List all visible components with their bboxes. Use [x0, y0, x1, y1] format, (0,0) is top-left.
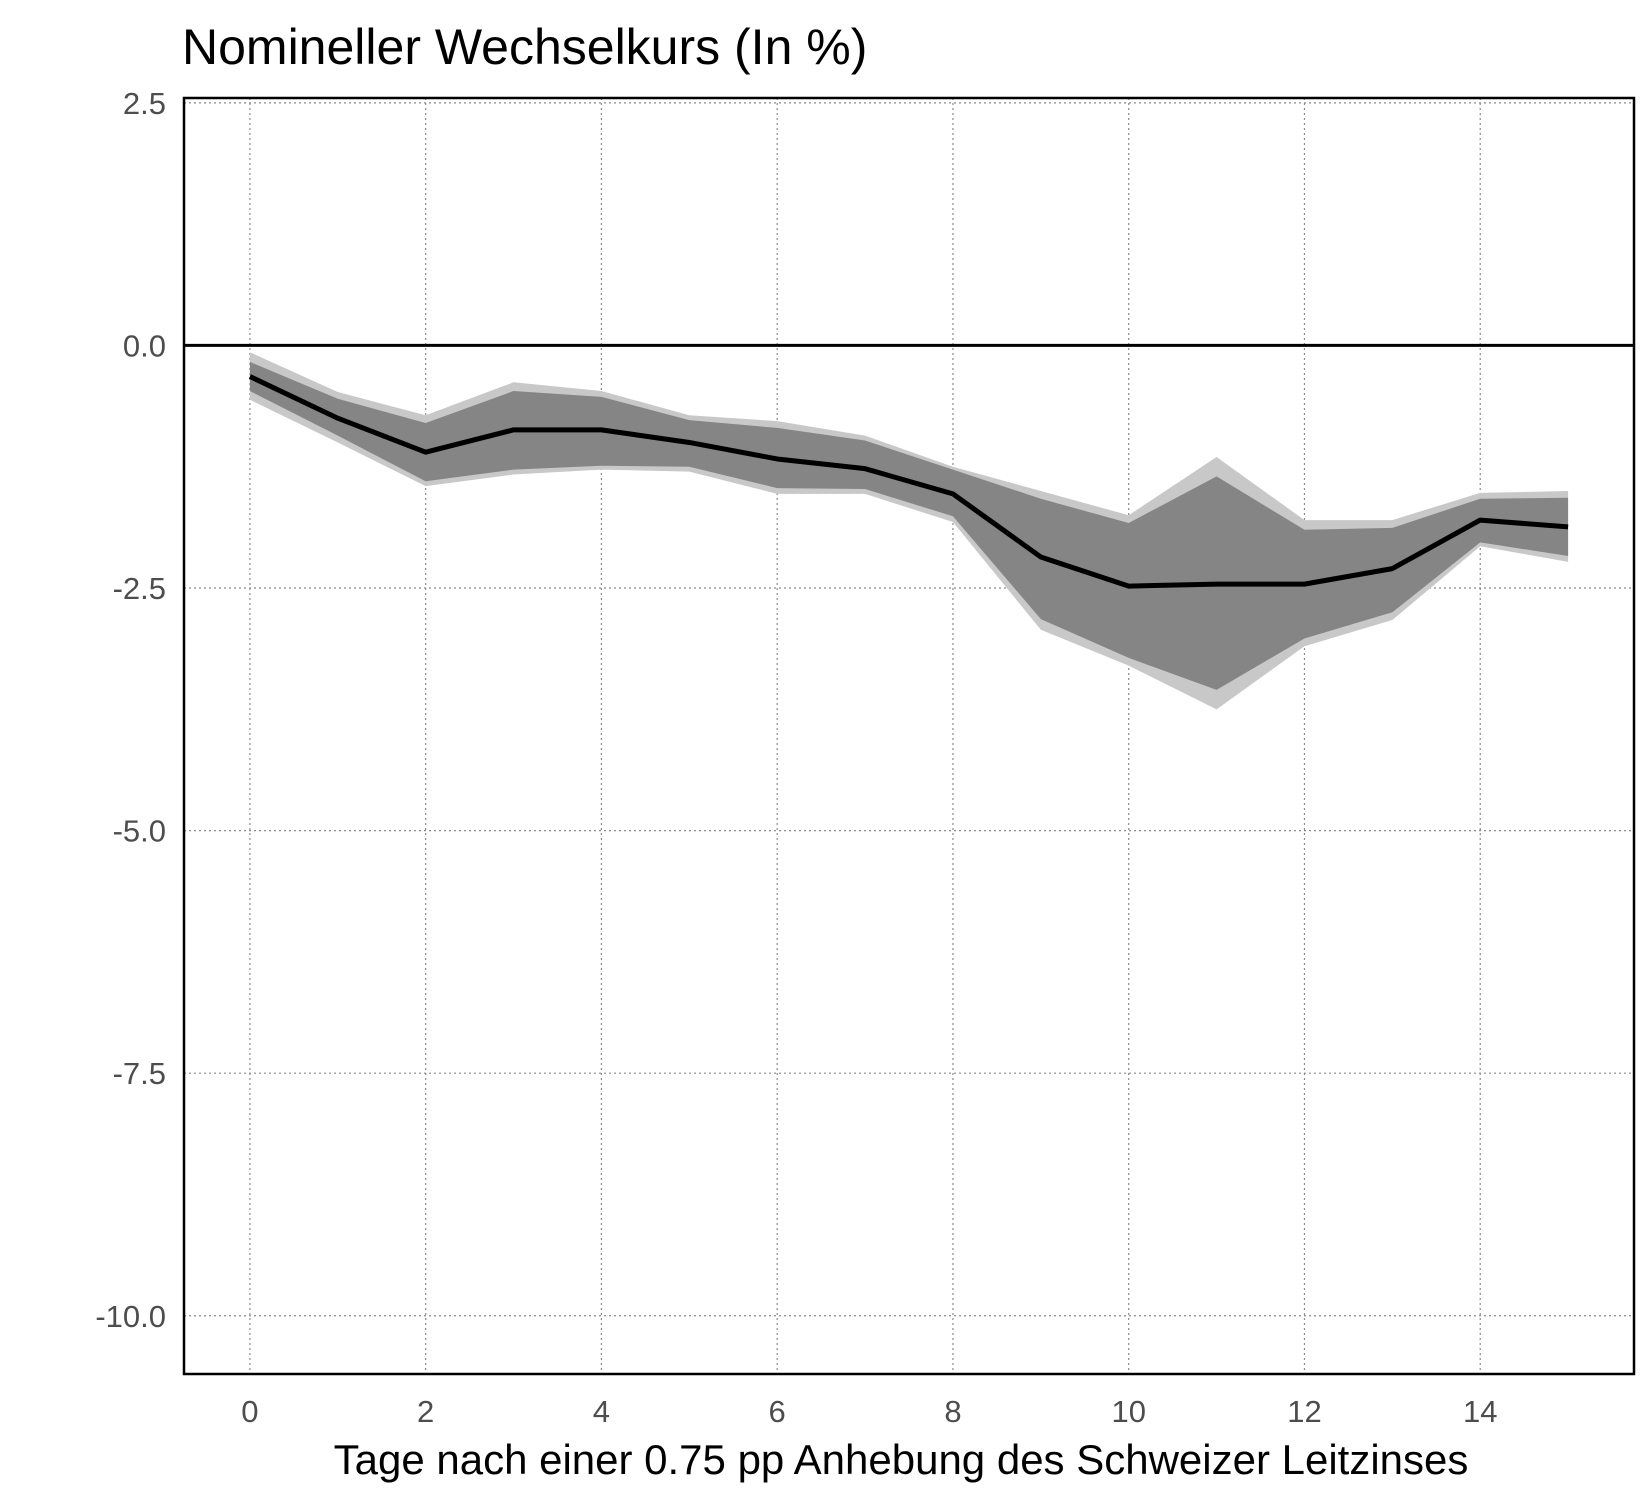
x-tick-label-7: 14 — [1463, 1394, 1497, 1429]
x-tick-label-5: 10 — [1111, 1394, 1145, 1429]
band-inner — [249, 361, 1569, 690]
x-axis-label: Tage nach einer 0.75 pp Anhebung des Sch… — [334, 1436, 1469, 1483]
x-tick-label-3: 6 — [769, 1394, 786, 1429]
chart-title: Nomineller Wechselkurs (In %) — [182, 19, 867, 75]
y-tick-label-4: -7.5 — [113, 1056, 166, 1091]
x-axis-ticks: 0 2 4 6 8 10 12 14 — [241, 1394, 1497, 1429]
x-tick-label-1: 2 — [417, 1394, 434, 1429]
series — [248, 374, 1569, 589]
y-tick-label-2: -2.5 — [113, 571, 166, 606]
series-line-0 — [248, 374, 1569, 589]
grid — [184, 98, 1634, 1374]
plot-frame — [182, 96, 1636, 1376]
confidence-bands — [249, 352, 1569, 710]
x-tick-label-4: 8 — [944, 1394, 961, 1429]
x-tick-label-6: 12 — [1287, 1394, 1321, 1429]
y-tick-label-1: 0.0 — [123, 328, 166, 363]
y-tick-label-5: -10.0 — [95, 1299, 166, 1334]
x-tick-label-0: 0 — [241, 1394, 258, 1429]
y-tick-label-0: 2.5 — [123, 86, 166, 121]
y-tick-label-3: -5.0 — [113, 814, 166, 849]
y-axis-ticks: 2.5 0.0 -2.5 -5.0 -7.5 -10.0 — [95, 86, 166, 1334]
x-tick-label-2: 4 — [593, 1394, 610, 1429]
